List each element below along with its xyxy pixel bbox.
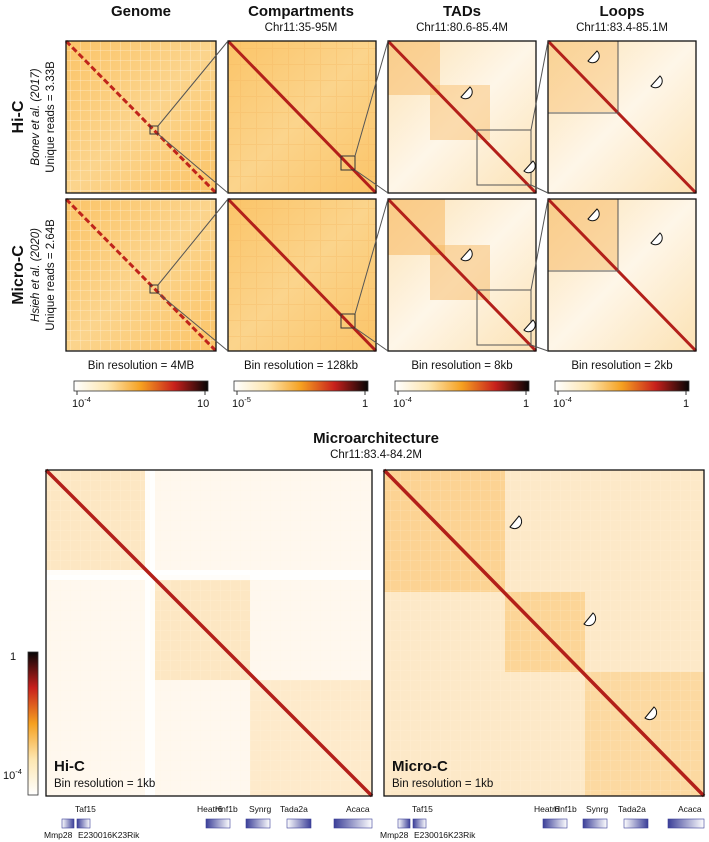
- gene-track-left: Taf15 Heatr6 Hnf1b Synrg Tada2a Acaca Mm…: [44, 804, 373, 840]
- row-label-hic: Hi-C Bonev et al. (2017) Unique reads = …: [10, 61, 57, 173]
- heatmap-microc-compartments: [226, 197, 378, 353]
- svg-text:10-5: 10-5: [232, 395, 251, 410]
- micro-region: Chr11:83.4-84.2M: [330, 449, 422, 461]
- zoom-connectors: [157, 40, 549, 352]
- heatmap-hic-loops: [546, 39, 698, 195]
- heatmap-hic-tads: [386, 39, 538, 195]
- gene-label: E230016K23Rik: [78, 830, 140, 840]
- colorbar-loops-min: 10: [553, 398, 565, 410]
- svg-text:10-4: 10-4: [553, 395, 572, 410]
- gene-label: Hnf1b: [215, 804, 238, 814]
- row-method-microc: Micro-C: [10, 245, 27, 305]
- col-region-tads: Chr11:80.6-85.4M: [416, 22, 508, 34]
- loop-markers-top: [460, 50, 663, 333]
- gene-label: Tada2a: [618, 804, 646, 814]
- micro-hic-resolution: Bin resolution = 1kb: [54, 778, 155, 790]
- col-title-tads: TADs: [443, 3, 481, 20]
- col-title-genome: Genome: [111, 3, 171, 20]
- colorbar-micro-min: 10: [3, 770, 15, 782]
- colorbar-compartments-min-exp: -5: [244, 395, 251, 404]
- resolution-compartments: Bin resolution = 128kb: [244, 360, 358, 372]
- heatmap-micro-microc: Micro-C Bin resolution = 1kb: [382, 468, 706, 798]
- gene-label: Acaca: [678, 804, 702, 814]
- teardrop-marker: [650, 75, 663, 89]
- col-title-compartments: Compartments: [248, 3, 354, 20]
- colorbar-micro-min-exp: -4: [15, 767, 22, 776]
- teardrop-marker: [644, 706, 658, 721]
- col-title-loops: Loops: [600, 3, 645, 20]
- gene-label: Mmp28: [380, 830, 409, 840]
- resolution-loops: Bin resolution = 2kb: [571, 360, 672, 372]
- teardrop-marker: [583, 612, 597, 627]
- colorbar-genome: 10-4 10: [72, 380, 209, 410]
- heatmap-microc-loops: [546, 197, 698, 353]
- colorbar-compartments: 10-5 1: [232, 380, 369, 410]
- svg-text:10-4: 10-4: [393, 395, 412, 410]
- colorbar-loops-min-exp: -4: [565, 395, 572, 404]
- heatmap-hic-compartments: [226, 39, 378, 195]
- row-method-hic: Hi-C: [10, 100, 27, 133]
- heatmap-microc-genome: [64, 197, 218, 353]
- gene-label: Synrg: [249, 804, 271, 814]
- gene-label: Synrg: [586, 804, 608, 814]
- heatmap-hic-genome: [64, 39, 218, 195]
- teardrop-marker: [460, 86, 473, 100]
- row-citation-microc: Hsieh et al. (2020): [30, 228, 42, 322]
- teardrop-marker: [523, 319, 536, 333]
- teardrop-marker: [650, 232, 663, 246]
- row-citation-hic: Bonev et al. (2017): [30, 68, 42, 165]
- svg-text:10-4: 10-4: [72, 395, 91, 410]
- gene-label: Tada2a: [280, 804, 308, 814]
- heatmap-micro-hic: Hi-C Bin resolution = 1kb: [44, 468, 374, 798]
- col-region-loops: Chr11:83.4-85.1M: [576, 22, 668, 34]
- col-region-compartments: Chr11:35-95M: [265, 22, 338, 34]
- micro-hic-method: Hi-C: [54, 758, 85, 775]
- gene-label: Mmp28: [44, 830, 73, 840]
- svg-text:10-4: 10-4: [3, 767, 22, 782]
- gene-label: E230016K23Rik: [414, 830, 476, 840]
- micro-microc-resolution: Bin resolution = 1kb: [392, 778, 493, 790]
- teardrop-marker: [587, 50, 600, 64]
- teardrop-marker: [509, 515, 523, 530]
- colorbar-genome-max: 10: [197, 398, 209, 410]
- heatmap-microc-tads: [386, 197, 538, 353]
- row-reads-hic: Unique reads = 3.33B: [45, 61, 57, 173]
- gene-label: Hnf1b: [554, 804, 577, 814]
- gene-track-right: Taf15 Heatr6 Hnf1b Synrg Tada2a Acaca Mm…: [380, 804, 705, 840]
- resolution-labels: Bin resolution = 4MB Bin resolution = 12…: [88, 360, 673, 372]
- colorbar-genome-min: 10: [72, 398, 84, 410]
- gene-label: Taf15: [412, 804, 433, 814]
- gene-label: Taf15: [75, 804, 96, 814]
- teardrop-marker: [460, 248, 473, 262]
- resolution-genome: Bin resolution = 4MB: [88, 360, 195, 372]
- colorbar-tads-min-exp: -4: [405, 395, 412, 404]
- gene-label: Heatr6: [534, 804, 560, 814]
- micro-title: Microarchitecture: [313, 430, 439, 447]
- colorbar-micro: 1 10-4: [3, 651, 39, 796]
- colorbar-tads-min: 10: [393, 398, 405, 410]
- row-label-microc: Micro-C Hsieh et al. (2020) Unique reads…: [10, 219, 57, 331]
- colorbar-genome-min-exp: -4: [84, 395, 91, 404]
- colorbar-compartments-min: 10: [232, 398, 244, 410]
- colorbar-loops-max: 1: [683, 398, 689, 410]
- colorbar-micro-max: 1: [10, 651, 16, 663]
- micro-microc-method: Micro-C: [392, 758, 448, 775]
- gene-label: Acaca: [346, 804, 370, 814]
- colorbar-loops: 10-4 1: [553, 380, 690, 410]
- teardrop-marker: [587, 208, 600, 222]
- gene-label: Heatr6: [197, 804, 223, 814]
- teardrop-marker: [523, 160, 536, 174]
- colorbar-tads-max: 1: [523, 398, 529, 410]
- colorbar-compartments-max: 1: [362, 398, 368, 410]
- column-headers: Genome Compartments Chr11:35-95M TADs Ch…: [111, 3, 668, 34]
- row-reads-microc: Unique reads = 2.64B: [45, 219, 57, 331]
- resolution-tads: Bin resolution = 8kb: [411, 360, 512, 372]
- colorbar-tads: 10-4 1: [393, 380, 530, 410]
